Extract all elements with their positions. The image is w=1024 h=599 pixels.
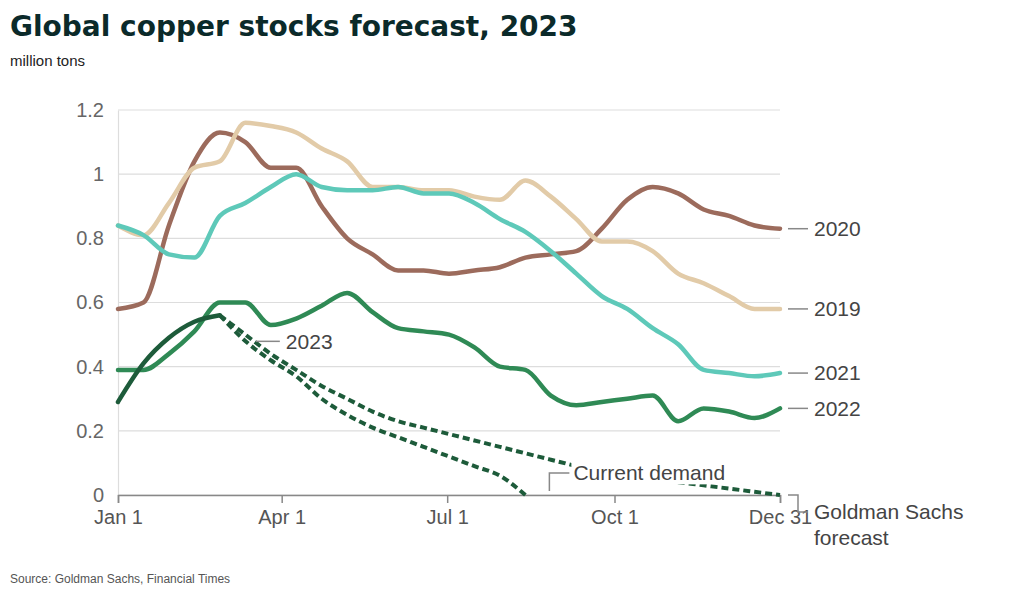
- label-leader: [788, 228, 808, 230]
- label-leader: [549, 473, 569, 491]
- background: [0, 0, 1024, 599]
- label-background: [571, 461, 727, 484]
- series-labels: 2020 2019 2021 2022 Current demand Goldman Sa…: [256, 217, 964, 548]
- x-tick-mark: [447, 495, 449, 503]
- series-label: 2019: [814, 297, 861, 320]
- y-tick: 0.4: [76, 356, 118, 378]
- x-tick: Oct 1: [591, 495, 639, 528]
- y-tick-label: 1.2: [76, 99, 104, 121]
- series-line: [118, 315, 220, 402]
- source: Source: Goldman Sachs, Financial Times: [10, 572, 230, 586]
- subtitle: million tons: [10, 52, 85, 69]
- series-label: 2021: [814, 361, 861, 384]
- label-leader: [788, 495, 808, 512]
- chart-container: Global copper stocks forecast, 2023 milli…: [0, 0, 1024, 599]
- y-tick-label: 1: [93, 163, 104, 185]
- series-line: [220, 315, 780, 495]
- grid-line: [118, 109, 780, 110]
- x-axis: Jan 1 Apr 1 Jul 1 Oct 1 Dec 31: [94, 495, 812, 528]
- y-axis-line: [118, 111, 119, 496]
- x-tick-mark: [118, 495, 120, 503]
- x-tick-mark: [281, 495, 283, 503]
- x-tick-label: Jan 1: [94, 506, 143, 528]
- series-label: 2023: [286, 330, 333, 353]
- grid-line: [118, 238, 780, 239]
- series-line: [220, 315, 526, 495]
- plot: 0 0.2 0.4 0.6 0.8 1 1.2 Jan 1 Apr 1 Jul 1 Oct 1 Dec…: [76, 99, 963, 549]
- x-tick: Jan 1: [94, 495, 143, 528]
- label-leader: [788, 308, 808, 310]
- series-label: 2020: [814, 217, 861, 240]
- series-label-group: 2019: [788, 297, 861, 320]
- x-tick: Dec 31: [749, 495, 812, 528]
- x-tick-label: Dec 31: [749, 506, 812, 528]
- y-tick-label: 0.4: [76, 356, 104, 378]
- grid: [118, 110, 780, 495]
- lines: [118, 123, 780, 495]
- label-leader: [788, 372, 808, 374]
- y-tick-label: 0.2: [76, 420, 104, 442]
- series-label: Current demand: [573, 461, 725, 484]
- y-tick: 1.2: [76, 99, 118, 121]
- y-tick: 0.6: [76, 291, 118, 313]
- series-label-group: Current demand: [549, 461, 727, 491]
- series-label-group: Goldman Sachsforecast: [788, 495, 963, 549]
- series-label-group: 2023: [256, 330, 333, 353]
- series-label: 2022: [814, 397, 861, 420]
- x-axis-line: [119, 496, 781, 504]
- label-leader: [788, 408, 808, 410]
- series-label-group: 2021: [788, 361, 861, 384]
- x-tick-mark: [614, 495, 616, 503]
- y-tick-label: 0: [93, 484, 104, 506]
- x-tick: Jul 1: [427, 495, 469, 528]
- y-tick: 1: [93, 163, 118, 185]
- x-tick-label: Oct 1: [591, 506, 639, 528]
- chart-svg: Global copper stocks forecast, 2023 milli…: [0, 0, 1024, 599]
- y-tick: 0: [93, 484, 118, 506]
- x-tick: Apr 1: [258, 495, 306, 528]
- series-label: Goldman Sachsforecast: [814, 500, 963, 548]
- y-tick: 0.8: [76, 227, 118, 249]
- x-tick-label: Apr 1: [258, 506, 306, 528]
- y-tick-label: 0.8: [76, 227, 104, 249]
- label-leader: [256, 341, 280, 343]
- x-tick-mark: [780, 495, 782, 503]
- series-label-group: 2020: [788, 217, 861, 240]
- y-axis: 0 0.2 0.4 0.6 0.8 1 1.2: [76, 99, 118, 506]
- series-line: [118, 293, 780, 421]
- title: Global copper stocks forecast, 2023: [10, 10, 578, 43]
- grid-line: [118, 174, 780, 175]
- x-tick-label: Jul 1: [427, 506, 469, 528]
- series-line: [118, 174, 780, 376]
- grid-line: [118, 366, 780, 367]
- grid-line: [118, 430, 780, 431]
- y-tick-label: 0.6: [76, 291, 104, 313]
- y-tick: 0.2: [76, 420, 118, 442]
- series-label-group: 2022: [788, 397, 861, 420]
